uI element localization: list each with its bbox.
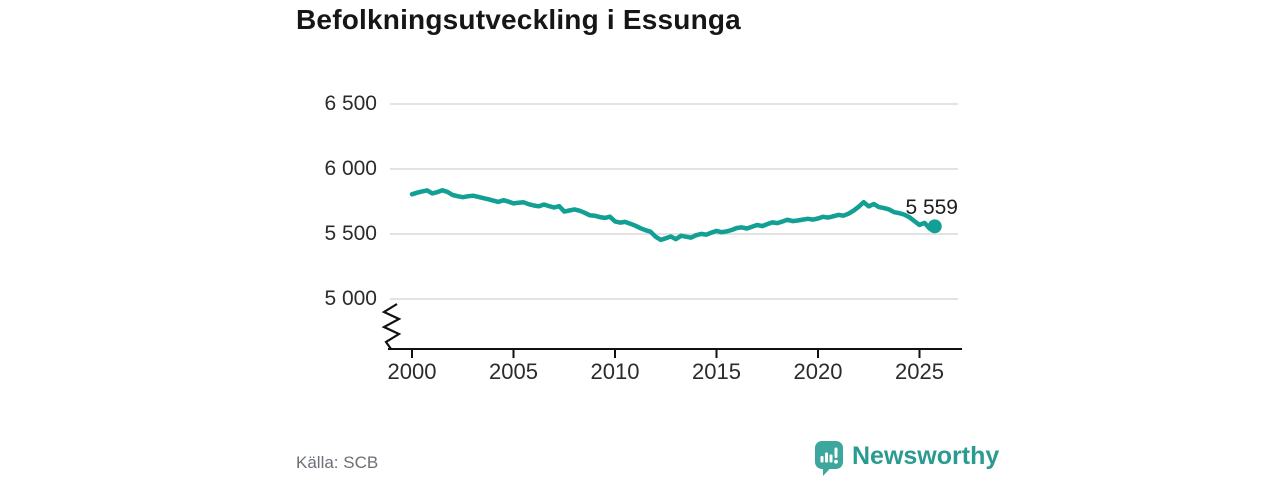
x-tick-label: 2000 (387, 359, 437, 384)
y-tick-label: 6 500 (324, 92, 377, 115)
population-line (409, 188, 937, 243)
last-point-marker (927, 219, 942, 234)
chart-title: Befolkningsutveckling i Essunga (296, 4, 741, 35)
x-tick-label: 2015 (692, 359, 741, 384)
y-tick-label: 5 000 (324, 287, 377, 310)
newsworthy-bubble-chart-icon (815, 441, 843, 476)
y-tick-label: 6 000 (324, 157, 377, 180)
x-tick-label: 2020 (793, 359, 843, 384)
source-label: Källa: SCB (296, 453, 379, 472)
x-tick-label: 2005 (489, 359, 538, 384)
brand-wordmark: Newsworthy (852, 442, 1000, 470)
newsworthy-logo[interactable]: Newsworthy (815, 441, 999, 477)
x-tick-label: 2010 (590, 359, 640, 384)
y-tick-label: 5 500 (324, 222, 377, 245)
x-tick-label: 2025 (895, 359, 944, 384)
axis-break-icon (381, 303, 402, 350)
last-value-label: 5 559 (905, 196, 958, 219)
